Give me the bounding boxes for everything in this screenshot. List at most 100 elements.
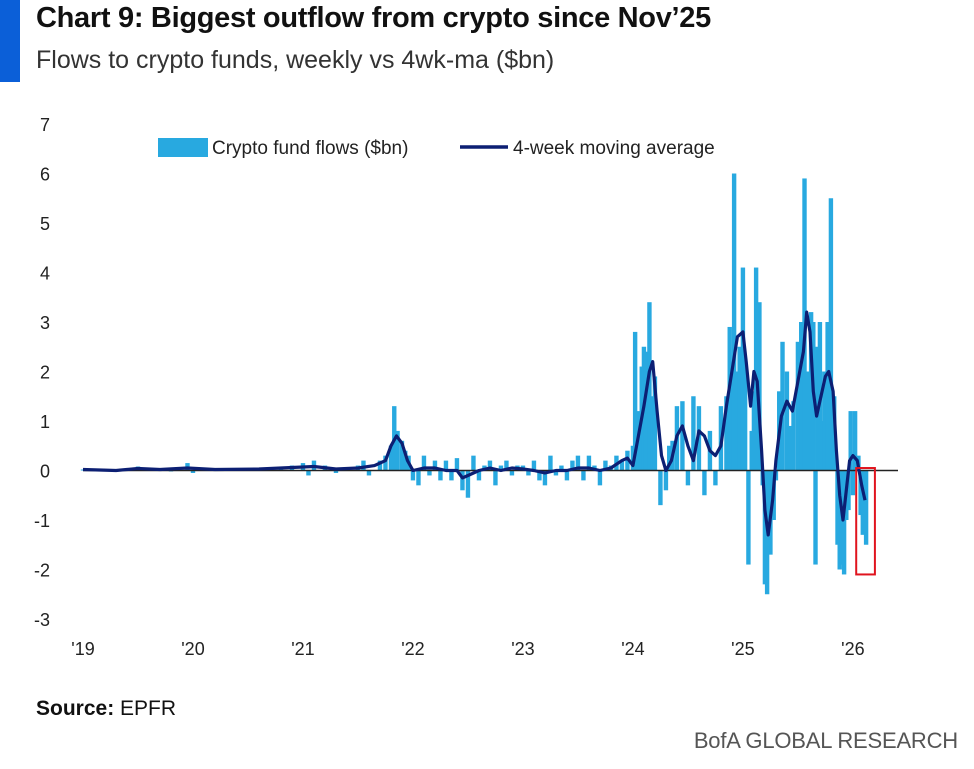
flow-bar [498,465,504,471]
flow-bar [813,470,818,565]
flow-bar [553,470,559,476]
highlight-box [855,467,876,576]
legend-label-ma: 4-week moving average [513,138,715,159]
brand-mark: BofA GLOBAL RESEARCH [693,728,958,753]
flow-bar [658,470,663,506]
flow-bar [465,470,471,498]
flow-bar [564,470,570,481]
x-tick-label: '21 [291,639,314,659]
flow-bar [190,470,196,473]
y-axis-ticks: 7 6 5 4 3 2 1 0 -1 -2 -3 [34,115,50,630]
legend: Crypto fund flows ($bn) 4-week moving av… [158,138,715,159]
flow-bars [80,173,869,595]
flow-bar [581,470,586,481]
accent-bar [0,0,20,82]
flow-bar [788,425,793,471]
flow-bar [846,470,851,511]
flow-bar [443,460,449,471]
x-tick-label: '23 [511,639,534,659]
y-tick-label: 6 [40,165,50,185]
y-tick-label: 7 [40,115,50,135]
flow-bar [702,470,707,496]
flow-bar [383,455,388,471]
flow-bar [619,460,625,471]
flow-bar [753,267,759,471]
flow-bar [841,470,847,575]
source-note: Source: EPFR [36,697,176,721]
flow-bar [366,470,372,476]
flow-bar [825,322,830,471]
flow-bar [526,470,531,476]
flow-bar [388,445,394,471]
flow-bar [795,341,801,471]
flow-bar [438,470,443,481]
flow-bar [603,460,608,471]
ma-line [82,310,867,537]
flow-bar [731,173,737,471]
flow-bar [597,470,603,486]
x-tick-label: '22 [401,639,424,659]
flow-bar [487,460,493,471]
flow-bar [724,396,729,471]
flow-bar [791,401,796,471]
flow-bar [395,430,400,471]
y-tick-label: -3 [34,610,50,630]
flow-bar [454,458,460,471]
y-tick-label: 0 [40,462,50,482]
flow-bar [537,470,542,481]
flow-bar [432,460,438,471]
flow-bar [685,470,691,486]
flow-bar [828,198,834,471]
flow-bar [852,411,858,471]
flow-bar [333,470,339,473]
legend-label-flows: Crypto fund flows ($bn) [212,138,408,159]
flow-bar [559,465,564,471]
source-value: EPFR [114,697,177,720]
flow-bar [713,470,718,486]
y-tick-label: 5 [40,214,50,234]
chart-subtitle: Flows to crypto funds, weekly vs 4wk-ma … [36,46,555,74]
flow-bar [399,440,405,471]
flow-bar [531,460,537,471]
flow-bar [306,470,311,476]
flow-bar [667,445,672,471]
flow-bar [863,470,869,545]
flow-bar [416,470,421,486]
y-tick-label: 2 [40,363,50,383]
y-tick-label: 3 [40,313,50,333]
flow-bar [542,470,548,486]
flow-bar [784,371,790,471]
x-tick-label: '24 [621,639,644,659]
flow-bar [632,331,638,471]
flow-bar [799,322,804,471]
flow-bar [476,470,482,481]
flow-bar [509,470,515,476]
flow-bar [361,460,366,471]
flow-bar [575,455,581,471]
flow-bar [586,455,592,471]
flow-bar [471,455,476,471]
y-tick-label: 1 [40,412,50,432]
x-tick-label: '20 [181,639,204,659]
y-tick-label: -2 [34,561,50,581]
flow-bar [570,460,575,471]
flow-bar [548,455,553,471]
flow-bar [403,450,408,471]
flow-bar [737,346,742,471]
x-tick-label: '19 [71,639,94,659]
y-tick-label: -1 [34,511,50,531]
flow-bar [421,455,427,471]
flow-bar [848,411,853,471]
flow-bar [680,401,685,471]
chart-title: Chart 9: Biggest outflow from crypto sin… [36,2,711,34]
flow-bar [742,361,748,471]
flow-bar [757,302,762,471]
flow-bar [643,351,649,471]
flow-bar [691,396,696,471]
flow-bar [427,470,432,476]
legend-swatch-flows [158,138,208,157]
flow-bar [663,470,669,491]
flow-bar [860,470,866,535]
flow-bar [647,302,652,471]
